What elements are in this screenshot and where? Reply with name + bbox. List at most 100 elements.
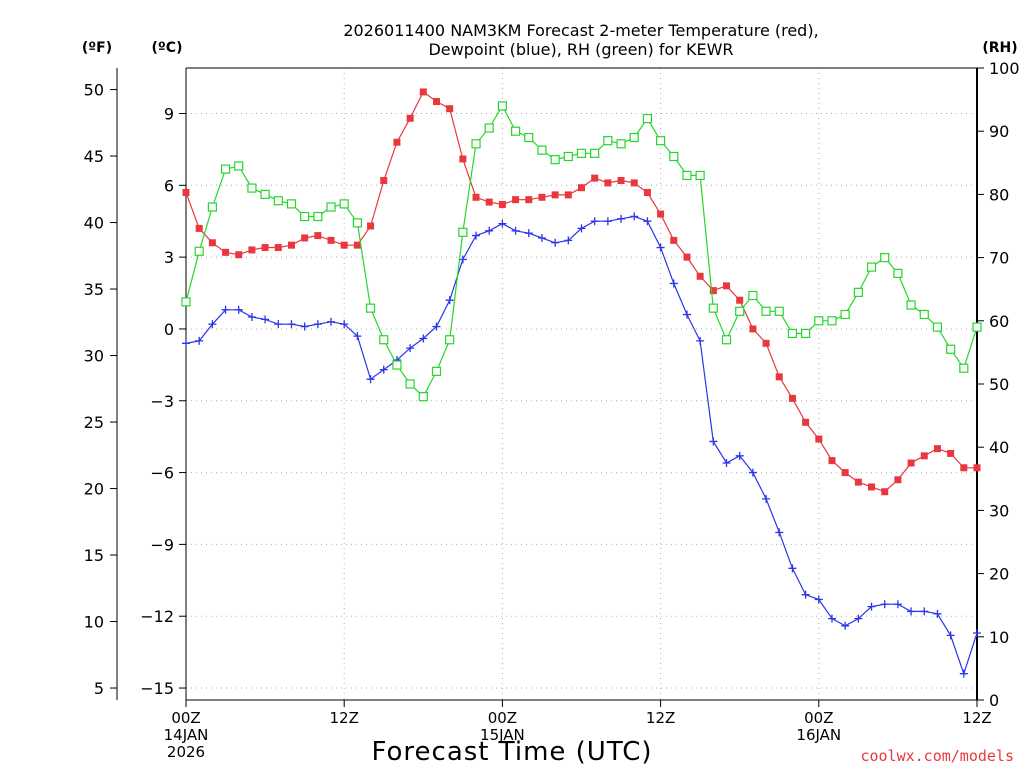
fahrenheit-tick-label: 10 — [84, 613, 104, 632]
rh-point — [669, 151, 679, 162]
fahrenheit-tick-label: 15 — [84, 546, 104, 565]
temperature-point — [723, 282, 731, 290]
rh-point — [352, 218, 362, 228]
dewpoint-line — [185, 215, 978, 676]
dewpoint-point — [445, 296, 454, 305]
temperature-point — [485, 198, 493, 206]
temperature-point — [235, 251, 243, 259]
temperature-point — [670, 236, 678, 244]
rh-point — [642, 113, 653, 124]
temperature-point — [762, 339, 770, 347]
rh-point — [761, 306, 771, 316]
x-tick-label: 00Z — [804, 709, 833, 727]
fahrenheit-tick-label: 30 — [84, 347, 104, 366]
celsius-tick-label: 0 — [164, 320, 174, 339]
dewpoint-point — [656, 243, 665, 252]
dewpoint-point — [603, 217, 612, 226]
temperature-point — [960, 464, 968, 472]
dewpoint-point — [907, 607, 916, 616]
celsius-tick-label: −12 — [140, 607, 174, 626]
temperature-point — [446, 105, 454, 113]
temperature-point — [591, 174, 599, 182]
rh-point — [537, 145, 547, 155]
dewpoint-point — [933, 609, 942, 618]
rh-point — [405, 379, 415, 389]
dewpoint-point — [841, 621, 850, 630]
temperature-point — [630, 179, 638, 187]
rh-point — [550, 155, 560, 165]
temperature-point — [894, 476, 902, 484]
temperature-point — [248, 246, 256, 254]
rh-point — [418, 392, 428, 402]
dewpoint-point — [722, 459, 731, 467]
dewpoint-point — [801, 590, 810, 599]
temperature-point — [314, 232, 322, 240]
x-tick-label: 12Z — [330, 709, 359, 727]
dewpoint-point — [300, 322, 309, 331]
temperature-point — [775, 373, 783, 381]
fahrenheit-tick-label: 40 — [84, 214, 104, 233]
rh-point — [392, 360, 402, 370]
celsius-tick-label: −3 — [150, 392, 174, 411]
dewpoint-point — [327, 317, 336, 326]
temperature-point — [261, 244, 269, 252]
rh-point — [194, 246, 204, 256]
rh-point — [946, 344, 956, 354]
x-tick-label: 12Z — [646, 709, 675, 727]
fahrenheit-tick-label: 5 — [94, 679, 104, 698]
temperature-point — [947, 449, 955, 457]
temperature-point — [353, 241, 361, 249]
rh-point — [695, 170, 705, 181]
celsius-tick-label: 3 — [164, 248, 174, 267]
rh-point — [313, 211, 323, 222]
temperature-point — [854, 478, 862, 486]
rh-point — [735, 306, 745, 316]
dewpoint-point — [221, 305, 230, 314]
dewpoint-point — [537, 233, 546, 242]
temperature-point — [459, 155, 467, 163]
rh-tick-label: 50 — [989, 375, 1009, 394]
rh-point — [708, 303, 718, 313]
rh-tick-label: 60 — [989, 312, 1009, 331]
x-tick-date-label: 16JAN — [796, 726, 841, 744]
temperature-point — [512, 196, 520, 204]
dewpoint-point — [340, 320, 349, 329]
rh-point — [524, 132, 534, 143]
rh-tick-label: 20 — [989, 565, 1009, 584]
dewpoint-point — [788, 564, 797, 573]
dewpoint-point — [735, 451, 744, 460]
grid-lines — [186, 68, 977, 700]
rh-point — [471, 139, 481, 149]
temperature-point — [815, 435, 823, 443]
dewpoint-point — [195, 336, 204, 345]
temperature-point — [301, 234, 309, 242]
dewpoint-point — [630, 212, 639, 221]
temperature-point — [578, 184, 585, 192]
temperature-point — [564, 191, 572, 199]
temperature-point — [551, 191, 559, 199]
rh-tick-label: 40 — [989, 438, 1009, 457]
rh-point — [866, 262, 877, 272]
temperature-point — [907, 459, 915, 467]
rh-point — [576, 148, 587, 158]
temperature-point — [657, 210, 665, 218]
rh-point — [458, 227, 468, 237]
dewpoint-point — [366, 375, 375, 384]
rh-point — [497, 101, 507, 111]
rh-point — [893, 268, 903, 278]
rh-point — [181, 297, 191, 307]
rh-tick-label: 80 — [989, 185, 1009, 204]
credit-label: coolwx.com/models — [860, 747, 1014, 765]
dewpoint-point — [472, 231, 481, 240]
temperature-point — [788, 394, 796, 402]
rh-point — [300, 211, 310, 222]
rh-tick-label: 100 — [989, 59, 1020, 78]
rh-point — [721, 335, 732, 345]
fahrenheit-tick-label: 20 — [84, 480, 104, 499]
dewpoint-point — [762, 494, 771, 503]
rh-point — [906, 300, 916, 310]
rh-point — [234, 161, 244, 171]
temperature-point — [195, 224, 203, 232]
temperature-point — [868, 483, 876, 491]
dewpoint-point — [247, 312, 256, 321]
